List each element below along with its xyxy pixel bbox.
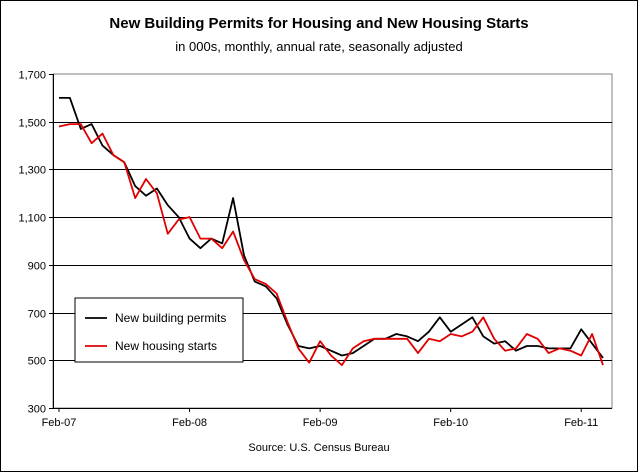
y-tick-label: 900 — [28, 261, 46, 273]
y-tick-label: 300 — [28, 404, 46, 416]
chart-subtitle: in 000s, monthly, annual rate, seasonall… — [175, 39, 463, 54]
legend-box — [74, 297, 244, 363]
legend-label: New building permits — [115, 311, 226, 325]
x-tick-label: Feb-08 — [172, 417, 207, 429]
x-tick-label: Feb-09 — [303, 417, 338, 429]
y-tick-label: 500 — [28, 356, 46, 368]
series-line-starts — [58, 123, 604, 367]
x-tick-label: Feb-10 — [433, 417, 468, 429]
y-tick-label: 700 — [28, 309, 46, 321]
y-tick-label: 1,500 — [18, 118, 46, 130]
x-tick-label: Feb-07 — [42, 417, 77, 429]
series-line-permits — [59, 97, 604, 359]
legend-label: New housing starts — [115, 339, 217, 353]
chart-source: Source: U.S. Census Bureau — [248, 442, 390, 454]
x-tick-label: Feb-11 — [564, 417, 598, 429]
y-tick-label: 1,100 — [18, 213, 46, 225]
y-tick-label: 1,300 — [18, 165, 46, 177]
y-tick-label: 1,700 — [18, 70, 46, 82]
chart-title: New Building Permits for Housing and New… — [109, 15, 529, 32]
